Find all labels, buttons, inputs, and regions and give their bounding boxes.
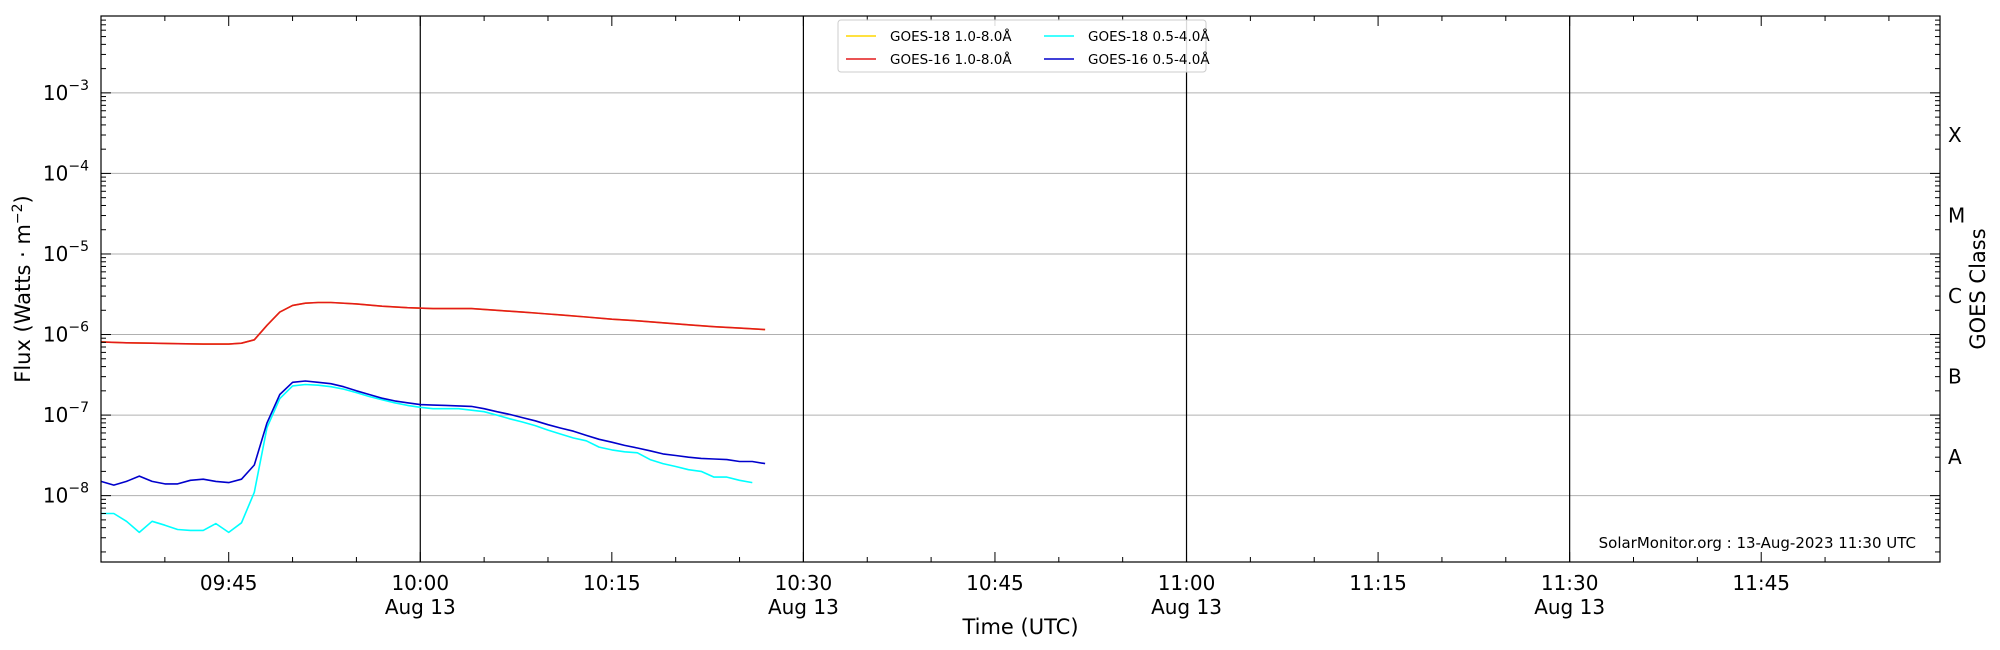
x-tick-label: 10:00 <box>391 571 449 595</box>
x-tick-label: 11:00 <box>1158 571 1216 595</box>
legend-label: GOES-16 0.5-4.0Å <box>1088 51 1210 68</box>
goes-class-labels: A B C M X <box>1948 123 1965 469</box>
y-tick-base: 10 <box>43 242 68 266</box>
goes-class-label: X <box>1948 123 1962 147</box>
series-line <box>100 301 766 345</box>
y-axis-title-main: Flux (Watts · m <box>11 224 35 383</box>
x-tick-label: 09:45 <box>200 571 258 595</box>
series-line <box>101 383 753 534</box>
y-tick-exponent: −5 <box>68 239 89 255</box>
x-tick-label: 10:45 <box>966 571 1024 595</box>
legend: GOES-18 1.0-8.0Å GOES-16 1.0-8.0Å GOES-18 … <box>837 19 1210 73</box>
y-tick-exponent: −8 <box>68 481 89 497</box>
credit-text: SolarMonitor.org : 13-Aug-2023 11:30 UTC <box>1599 534 1916 552</box>
y-axis-title-close: ) <box>11 195 35 203</box>
x-tick-label: 10:30 <box>775 571 833 595</box>
y-tick-base: 10 <box>43 484 68 508</box>
legend-label: GOES-18 0.5-4.0Å <box>1088 28 1210 45</box>
y-tick-base: 10 <box>43 323 68 347</box>
y-tick-label: 10−5 <box>43 239 89 266</box>
x-tick-date-label: Aug 13 <box>385 595 456 619</box>
y-axis-title-exponent: −2 <box>10 203 26 224</box>
x-tick-label: 10:15 <box>583 571 641 595</box>
x-tick-label: 11:15 <box>1349 571 1407 595</box>
goes-class-axis-title: GOES Class <box>1966 228 1990 349</box>
x-tick-date-label: Aug 13 <box>1534 595 1605 619</box>
y-tick-label: 10−3 <box>43 78 89 105</box>
day-boundary-lines <box>419 16 1571 562</box>
goes-class-label: A <box>1948 445 1962 469</box>
goes-class-label: M <box>1948 204 1965 228</box>
y-tick-exponent: −3 <box>68 78 89 94</box>
series-line <box>100 380 766 486</box>
y-tick-exponent: −7 <box>68 400 89 416</box>
y-tick-label: 10−6 <box>43 320 89 347</box>
y-tick-base: 10 <box>43 403 68 427</box>
legend-label: GOES-16 1.0-8.0Å <box>890 51 1012 68</box>
x-axis-title: Time (UTC) <box>961 615 1078 639</box>
series-layer <box>100 301 766 534</box>
plot-frame <box>100 15 1941 563</box>
grid-layer <box>101 92 1940 497</box>
x-tick-date-label: Aug 13 <box>1151 595 1222 619</box>
goes-class-label: B <box>1948 365 1962 389</box>
goes-class-label: C <box>1948 284 1962 308</box>
x-tick-label: 11:30 <box>1541 571 1599 595</box>
y-tick-exponent: −4 <box>68 158 89 174</box>
y-tick-label: 10−8 <box>43 481 89 508</box>
y-tick-label: 10−7 <box>43 400 89 427</box>
y-tick-base: 10 <box>43 161 68 185</box>
x-tick-label: 11:45 <box>1732 571 1790 595</box>
y-tick-label: 10−4 <box>43 158 89 185</box>
legend-label: GOES-18 1.0-8.0Å <box>890 28 1012 45</box>
y-axis-title: Flux (Watts · m−2) <box>10 195 35 383</box>
x-tick-date-label: Aug 13 <box>768 595 839 619</box>
y-tick-base: 10 <box>43 81 68 105</box>
y-tick-exponent: −6 <box>68 320 89 336</box>
legend-box <box>837 19 1207 73</box>
axes-layer <box>100 15 1941 563</box>
